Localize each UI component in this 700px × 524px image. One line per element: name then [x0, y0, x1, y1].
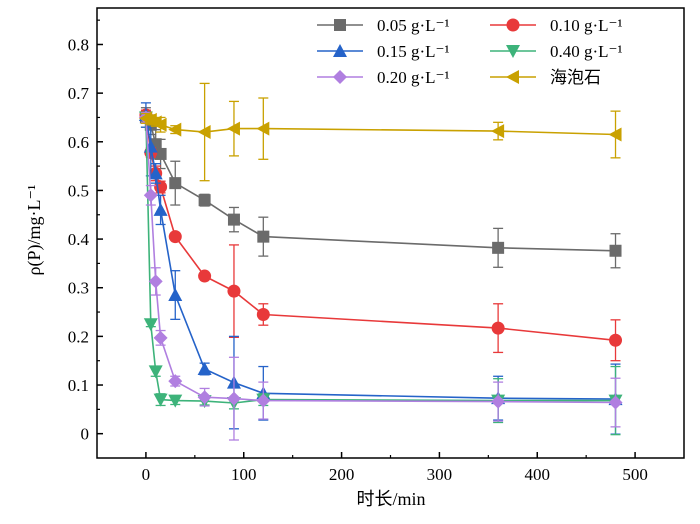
- x-tick-label: 200: [329, 465, 355, 484]
- data-point: [227, 213, 240, 226]
- data-point: [197, 125, 211, 140]
- legend-entry-3: 0.40 g·L⁻¹: [490, 42, 623, 61]
- legend-entry-5: 海泡石: [490, 68, 601, 87]
- data-point: [168, 230, 182, 244]
- legend-label: 海泡石: [550, 68, 601, 87]
- data-point: [197, 361, 212, 375]
- legend-marker: [506, 45, 520, 58]
- data-point: [609, 333, 623, 347]
- legend-entry-1: 0.10 g·L⁻¹: [490, 16, 623, 35]
- y-tick-label: 0: [81, 425, 90, 444]
- data-point: [608, 127, 622, 142]
- data-point: [492, 241, 505, 254]
- series-line: [145, 117, 616, 404]
- data-point: [148, 365, 163, 379]
- data-point: [491, 124, 505, 139]
- x-tick-label: 300: [427, 465, 453, 484]
- legend-marker: [506, 70, 519, 84]
- data-point: [256, 307, 270, 321]
- series-1: [139, 108, 623, 362]
- x-tick-label: 100: [231, 465, 257, 484]
- series-3: [138, 111, 623, 436]
- data-point: [609, 244, 622, 257]
- series-2: [138, 102, 623, 435]
- series-4: [138, 110, 623, 441]
- legend-marker: [333, 70, 347, 84]
- y-tick-label: 0.3: [68, 279, 89, 298]
- legend-label: 0.15 g·L⁻¹: [377, 42, 450, 61]
- legend-marker: [506, 18, 520, 32]
- x-tick-label: 0: [142, 465, 151, 484]
- series-line: [145, 114, 616, 400]
- series-5: [138, 82, 622, 182]
- data-point: [226, 121, 240, 136]
- series-line: [145, 117, 616, 252]
- data-point: [198, 269, 212, 283]
- data-point: [153, 117, 167, 132]
- data-point: [197, 390, 212, 405]
- legend-marker: [333, 44, 347, 57]
- legend-entry-2: 0.15 g·L⁻¹: [317, 42, 450, 61]
- data-point: [198, 194, 211, 207]
- x-axis-title: 时长/min: [356, 489, 425, 509]
- y-tick-label: 0.4: [68, 230, 90, 249]
- data-point: [608, 395, 623, 410]
- data-point: [154, 147, 167, 160]
- data-point: [168, 122, 182, 137]
- x-tick-label: 500: [622, 465, 648, 484]
- y-tick-label: 0.7: [68, 84, 90, 103]
- x-tick-label: 400: [525, 465, 551, 484]
- data-point: [143, 188, 158, 203]
- legend-label: 0.10 g·L⁻¹: [550, 16, 623, 35]
- data-point: [226, 391, 241, 406]
- series-line: [145, 114, 616, 342]
- data-point: [153, 202, 168, 216]
- data-point: [257, 230, 270, 243]
- data-point: [169, 177, 182, 190]
- series-line: [145, 117, 616, 404]
- legend-label: 0.05 g·L⁻¹: [377, 16, 450, 35]
- y-tick-label: 0.8: [68, 35, 89, 54]
- data-point: [168, 394, 183, 408]
- data-point: [148, 166, 163, 180]
- legend-entry-0: 0.05 g·L⁻¹: [317, 16, 450, 35]
- y-axis-title: ρ(P)/mg·L⁻¹: [24, 185, 45, 276]
- data-point: [153, 393, 168, 407]
- data-point: [168, 288, 183, 302]
- data-point: [168, 374, 183, 389]
- legend-label: 0.20 g·L⁻¹: [377, 68, 450, 87]
- data-point: [491, 394, 506, 409]
- data-point: [148, 274, 163, 289]
- y-tick-label: 0.1: [68, 376, 89, 395]
- y-tick-label: 0.2: [68, 327, 89, 346]
- legend-entry-4: 0.20 g·L⁻¹: [317, 68, 450, 87]
- data-point: [143, 318, 158, 332]
- y-tick-label: 0.5: [68, 181, 89, 200]
- series-line: [145, 117, 616, 136]
- legend-marker: [334, 19, 346, 31]
- legend-label: 0.40 g·L⁻¹: [550, 42, 623, 61]
- data-point: [491, 321, 505, 335]
- data-point: [256, 121, 270, 136]
- data-point: [153, 330, 168, 345]
- data-point: [227, 284, 241, 298]
- data-point: [256, 393, 271, 408]
- y-tick-label: 0.6: [68, 133, 89, 152]
